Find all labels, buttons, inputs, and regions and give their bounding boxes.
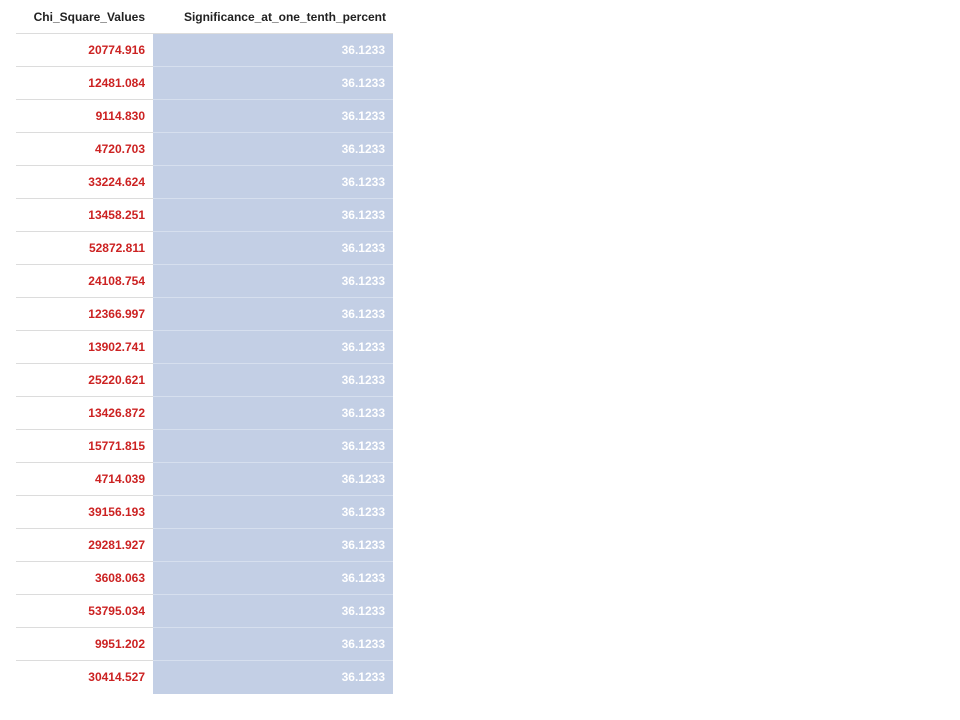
- table-row: 13458.251 36.1233: [16, 198, 393, 232]
- table-row: 3608.063 36.1233: [16, 561, 393, 595]
- significance-value-cell: 36.1233: [153, 561, 393, 595]
- header-row: Chi_Square_Values Significance_at_one_te…: [16, 0, 393, 34]
- chi-square-value-cell: 29281.927: [16, 528, 153, 562]
- significance-value-cell: 36.1233: [153, 165, 393, 199]
- chi-square-value-cell: 4714.039: [16, 462, 153, 496]
- chi-square-value-cell: 13902.741: [16, 330, 153, 364]
- chi-square-value-cell: 39156.193: [16, 495, 153, 529]
- chi-square-value-cell: 53795.034: [16, 594, 153, 628]
- chi-square-value-cell: 15771.815: [16, 429, 153, 463]
- chi-square-value-cell: 30414.527: [16, 660, 153, 694]
- chi-square-value-cell: 24108.754: [16, 264, 153, 298]
- column-header-chi-square-values[interactable]: Chi_Square_Values: [16, 0, 153, 34]
- significance-value-cell: 36.1233: [153, 99, 393, 133]
- table-row: 9114.830 36.1233: [16, 99, 393, 133]
- chi-square-value-cell: 12481.084: [16, 66, 153, 100]
- table-row: 20774.916 36.1233: [16, 33, 393, 67]
- chi-square-value-cell: 3608.063: [16, 561, 153, 595]
- data-table-container: Chi_Square_Values Significance_at_one_te…: [16, 0, 393, 694]
- chi-square-value-cell: 52872.811: [16, 231, 153, 265]
- significance-value-cell: 36.1233: [153, 429, 393, 463]
- table-row: 25220.621 36.1233: [16, 363, 393, 397]
- table-row: 39156.193 36.1233: [16, 495, 393, 529]
- table-row: 52872.811 36.1233: [16, 231, 393, 265]
- table-row: 13902.741 36.1233: [16, 330, 393, 364]
- significance-value-cell: 36.1233: [153, 462, 393, 496]
- significance-value-cell: 36.1233: [153, 660, 393, 694]
- significance-value-cell: 36.1233: [153, 297, 393, 331]
- significance-value-cell: 36.1233: [153, 132, 393, 166]
- table-row: 33224.624 36.1233: [16, 165, 393, 199]
- significance-value-cell: 36.1233: [153, 33, 393, 67]
- significance-value-cell: 36.1233: [153, 627, 393, 661]
- table-row: 53795.034 36.1233: [16, 594, 393, 628]
- chi-square-value-cell: 9114.830: [16, 99, 153, 133]
- chi-square-value-cell: 33224.624: [16, 165, 153, 199]
- table-body: 20774.916 36.1233 12481.084 36.1233 9114.830…: [16, 33, 393, 694]
- significance-value-cell: 36.1233: [153, 66, 393, 100]
- table-row: 29281.927 36.1233: [16, 528, 393, 562]
- table-row: 4720.703 36.1233: [16, 132, 393, 166]
- significance-value-cell: 36.1233: [153, 396, 393, 430]
- significance-value-cell: 36.1233: [153, 495, 393, 529]
- column-header-significance[interactable]: Significance_at_one_tenth_percent: [153, 0, 393, 34]
- chi-square-table: Chi_Square_Values Significance_at_one_te…: [16, 0, 393, 694]
- table-row: 24108.754 36.1233: [16, 264, 393, 298]
- table-row: 9951.202 36.1233: [16, 627, 393, 661]
- table-row: 30414.527 36.1233: [16, 660, 393, 694]
- chi-square-value-cell: 9951.202: [16, 627, 153, 661]
- significance-value-cell: 36.1233: [153, 363, 393, 397]
- chi-square-value-cell: 25220.621: [16, 363, 153, 397]
- significance-value-cell: 36.1233: [153, 264, 393, 298]
- chi-square-value-cell: 20774.916: [16, 33, 153, 67]
- table-row: 12481.084 36.1233: [16, 66, 393, 100]
- table-row: 15771.815 36.1233: [16, 429, 393, 463]
- significance-value-cell: 36.1233: [153, 594, 393, 628]
- table-row: 13426.872 36.1233: [16, 396, 393, 430]
- table-row: 12366.997 36.1233: [16, 297, 393, 331]
- significance-value-cell: 36.1233: [153, 330, 393, 364]
- table-row: 4714.039 36.1233: [16, 462, 393, 496]
- chi-square-value-cell: 12366.997: [16, 297, 153, 331]
- chi-square-value-cell: 13426.872: [16, 396, 153, 430]
- significance-value-cell: 36.1233: [153, 198, 393, 232]
- chi-square-value-cell: 4720.703: [16, 132, 153, 166]
- chi-square-value-cell: 13458.251: [16, 198, 153, 232]
- significance-value-cell: 36.1233: [153, 528, 393, 562]
- significance-value-cell: 36.1233: [153, 231, 393, 265]
